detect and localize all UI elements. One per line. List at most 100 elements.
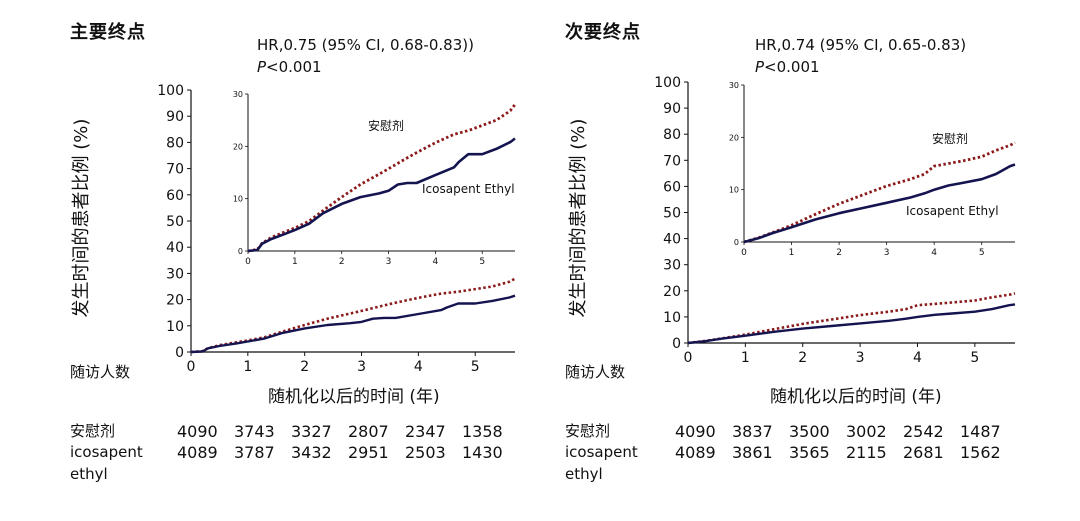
inset-series-line-icosapent-ethyl (743, 163, 1016, 244)
risk-value: 1562 (960, 443, 1001, 462)
inset-y-tick-label: 10 (729, 186, 739, 195)
inset-y-tick-label: 20 (233, 142, 243, 151)
risk-value: 2115 (846, 443, 887, 462)
inset-y-tick-label: 0 (734, 238, 739, 247)
y-tick-label: 80 (663, 127, 681, 143)
inset-x-tick-label: 1 (789, 248, 795, 258)
series-label-placebo: 安慰剂 (932, 131, 968, 146)
y-tick-label: 60 (166, 188, 184, 204)
p-symbol: P (755, 58, 765, 76)
risk-value: 2542 (903, 422, 944, 441)
risk-row-placebo-values: 4090 3837 3500 3002 2542 1487 (675, 422, 1017, 441)
risk-value: 4089 (177, 443, 218, 462)
inset-series-line-placebo (743, 141, 1016, 244)
x-tick-label: 0 (187, 359, 196, 375)
risk-value: 3327 (291, 422, 332, 441)
x-tick-label: 4 (913, 350, 922, 366)
x-tick-label: 4 (414, 359, 423, 375)
y-tick-label: 100 (654, 75, 681, 91)
risk-value: 2807 (348, 422, 389, 441)
x-axis-label: 随机化以后的时间 (年) (268, 387, 440, 407)
inset-y-tick-label: 30 (729, 81, 739, 90)
risk-value: 4090 (675, 422, 716, 441)
x-tick-label: 5 (970, 350, 979, 366)
y-tick-label: 0 (672, 336, 681, 352)
y-tick-label: 0 (175, 345, 184, 361)
risk-row-ethyl-values: 4089 3861 3565 2115 2681 1562 (675, 443, 1017, 462)
series-label-placebo: 安慰剂 (368, 118, 404, 133)
x-tick-label: 2 (798, 350, 807, 366)
series-label-icosapent-ethyl: Icosapent Ethyl (906, 204, 999, 218)
inset-x-tick-label: 5 (479, 257, 485, 267)
x-tick-label: 3 (856, 350, 865, 366)
risk-value: 4090 (177, 422, 218, 441)
risk-value: 1358 (462, 422, 503, 441)
inset-y-tick-label: 0 (238, 247, 243, 256)
risk-value: 3432 (291, 443, 332, 462)
risk-row-placebo-name: 安慰剂 (565, 422, 611, 440)
risk-row-placebo-name: 安慰剂 (70, 422, 116, 440)
y-tick-label: 90 (166, 109, 184, 125)
x-tick-label: 1 (243, 359, 252, 375)
risk-value: 3565 (789, 443, 830, 462)
inset-x-tick-label: 2 (339, 257, 345, 267)
hr-value: HR,0.74 (95% CI, 0.65-0.83) (755, 36, 967, 54)
x-axis-label: 随机化以后的时间 (年) (770, 387, 942, 407)
x-tick-label: 0 (684, 350, 693, 366)
y-tick-label: 90 (663, 101, 681, 117)
risk-value: 2347 (405, 422, 446, 441)
risk-value: 3837 (732, 422, 773, 441)
y-tick-label: 20 (166, 293, 184, 309)
risk-value: 3787 (234, 443, 275, 462)
hr-value: HR,0.75 (95% CI, 0.68-0.83)) (257, 36, 474, 54)
risk-value: 3002 (846, 422, 887, 441)
risk-value: 1487 (960, 422, 1001, 441)
risk-value: 3861 (732, 443, 773, 462)
hazard-ratio-text: HR,0.75 (95% CI, 0.68-0.83)) P<0.001 (257, 34, 474, 78)
series-line-placebo (190, 277, 516, 354)
inset-x-tick-label: 0 (245, 257, 251, 267)
hazard-ratio-text: HR,0.74 (95% CI, 0.65-0.83) P<0.001 (755, 34, 966, 78)
inset-y-tick-label: 30 (233, 90, 243, 99)
y-tick-label: 20 (663, 284, 681, 300)
inset-y-tick-label: 20 (729, 133, 739, 142)
risk-table-title: 随访人数 (70, 363, 131, 381)
risk-table-title: 随访人数 (565, 363, 626, 381)
y-tick-label: 10 (663, 310, 681, 326)
y-tick-label: 70 (166, 162, 184, 178)
inset-x-tick-label: 0 (741, 248, 747, 258)
y-tick-label: 60 (663, 179, 681, 195)
panel-title: 次要终点 (565, 22, 641, 43)
risk-row-ethyl-name: icosapent ethyl (565, 443, 638, 483)
x-tick-label: 2 (300, 359, 309, 375)
y-tick-label: 70 (663, 153, 681, 169)
y-tick-label: 30 (663, 258, 681, 274)
risk-value: 3743 (234, 422, 275, 441)
x-tick-label: 1 (741, 350, 750, 366)
p-value-line: P<0.001 (755, 56, 966, 78)
risk-value: 1430 (462, 443, 503, 462)
risk-value: 2951 (348, 443, 389, 462)
y-tick-label: 10 (166, 319, 184, 335)
inset-x-tick-label: 1 (292, 257, 298, 267)
x-tick-label: 5 (471, 359, 480, 375)
p-value: <0.001 (764, 58, 820, 76)
series-line-icosapent-ethyl (190, 294, 516, 354)
inset-x-tick-label: 2 (836, 248, 842, 258)
y-tick-label: 50 (166, 214, 184, 230)
risk-row-ethyl-name: icosapent ethyl (70, 443, 143, 483)
y-tick-label: 50 (663, 206, 681, 222)
y-tick-label: 100 (157, 83, 184, 99)
x-tick-label: 3 (357, 359, 366, 375)
primary-endpoint-panel: 主要终点 HR,0.75 (95% CI, 0.68-0.83)) P<0.00… (70, 22, 519, 483)
risk-row-placebo-values: 4090 3743 3327 2807 2347 1358 (177, 422, 519, 441)
p-value-line: P<0.001 (257, 56, 474, 78)
inset-x-tick-label: 5 (979, 248, 985, 258)
inset-x-tick-label: 4 (931, 248, 937, 258)
risk-value: 3500 (789, 422, 830, 441)
inset-y-tick-label: 10 (233, 195, 243, 204)
panel-title: 主要终点 (70, 22, 146, 43)
series-line-icosapent-ethyl (687, 303, 1016, 345)
